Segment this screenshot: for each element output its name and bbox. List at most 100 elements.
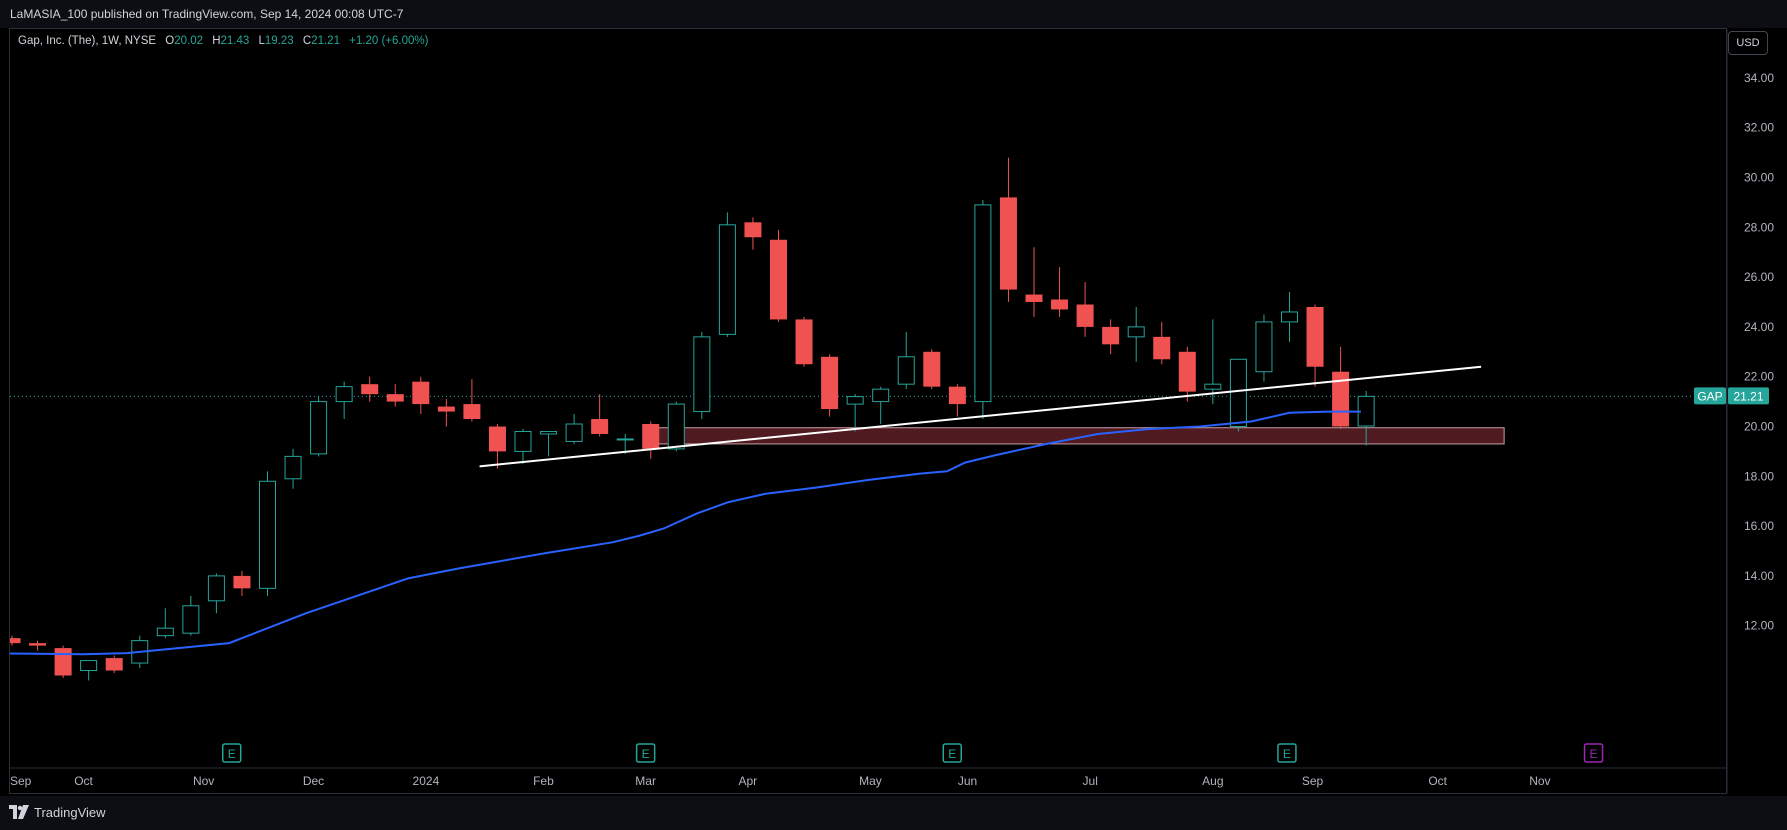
- candle-body: [1204, 383, 1222, 390]
- earnings-box: [221, 743, 242, 763]
- candle[interactable]: [259, 471, 276, 596]
- publisher-line: LaMASIA_100 published on TradingView.com…: [10, 7, 404, 21]
- candle[interactable]: [386, 384, 404, 407]
- candle[interactable]: [923, 349, 941, 390]
- candle[interactable]: [974, 199, 992, 420]
- price-axis[interactable]: 34.00 32.00 30.00 28.00 26.00 24.00 22.00 20.00…: [1694, 29, 1774, 793]
- candle-body: [233, 575, 251, 589]
- earnings-marker[interactable]: E: [1583, 743, 1604, 763]
- candle-body: [846, 396, 864, 405]
- candle[interactable]: [105, 655, 123, 674]
- candle[interactable]: [437, 399, 455, 427]
- candle-body: [10, 638, 21, 644]
- candle[interactable]: [361, 376, 379, 402]
- candle[interactable]: [1025, 247, 1043, 317]
- candle[interactable]: [897, 331, 915, 390]
- candle[interactable]: [1332, 346, 1350, 429]
- candle[interactable]: [1051, 267, 1069, 317]
- candle-body: [1076, 304, 1094, 327]
- time-tick-label: May: [859, 774, 882, 788]
- trendline[interactable]: [479, 365, 1482, 468]
- last-price-badge[interactable]: 21.21: [1728, 387, 1769, 405]
- earnings-marker[interactable]: E: [221, 743, 242, 763]
- candle[interactable]: [948, 384, 966, 417]
- candle-body: [437, 406, 455, 412]
- candle[interactable]: [999, 157, 1017, 302]
- candle[interactable]: [1127, 306, 1145, 362]
- earnings-marker[interactable]: E: [635, 743, 656, 763]
- candle[interactable]: [514, 428, 532, 464]
- candle[interactable]: [412, 376, 430, 415]
- candle[interactable]: [1204, 319, 1222, 405]
- candle[interactable]: [284, 448, 302, 489]
- candle[interactable]: [156, 608, 174, 639]
- candle[interactable]: [1076, 282, 1094, 337]
- currency-button[interactable]: USD: [1728, 31, 1768, 55]
- candle[interactable]: [4, 635, 21, 646]
- candle[interactable]: [1178, 346, 1196, 402]
- candle-body: [259, 480, 276, 589]
- candle[interactable]: [693, 331, 711, 420]
- candle[interactable]: [872, 386, 890, 425]
- symbol-badge-label: GAP: [1697, 389, 1722, 403]
- candle[interactable]: [642, 421, 660, 459]
- time-axis[interactable]: Sep Oct Nov Dec 2024 Feb Mar Apr May Jun Jul Aug Sep…: [10, 767, 1727, 788]
- symbol-price-badge[interactable]: GAP: [1694, 387, 1726, 405]
- candle[interactable]: [1281, 292, 1298, 342]
- candle[interactable]: [29, 640, 47, 651]
- time-tick-label: 2024: [413, 774, 440, 788]
- candle[interactable]: [233, 570, 251, 596]
- candle-body: [1229, 358, 1247, 427]
- candle-body: [207, 575, 225, 602]
- time-tick-label: Feb: [533, 774, 554, 788]
- symbol-legend[interactable]: Gap, Inc. (The), 1W, NYSE O20.02 H21.43 …: [18, 35, 428, 47]
- price-tick-label: 28.00: [1744, 220, 1774, 234]
- candle-body: [156, 627, 174, 637]
- candle-body: [948, 386, 966, 405]
- candle-body: [463, 404, 481, 420]
- earnings-marker[interactable]: E: [942, 743, 962, 763]
- moving-average-line[interactable]: [0, 410, 1361, 656]
- candle[interactable]: [207, 573, 225, 614]
- candle[interactable]: [744, 217, 762, 250]
- candle[interactable]: [540, 430, 558, 457]
- candle-body: [974, 204, 992, 403]
- candle[interactable]: [1255, 314, 1273, 382]
- candle[interactable]: [821, 354, 839, 417]
- candle[interactable]: [463, 379, 481, 422]
- candle[interactable]: [770, 229, 787, 322]
- candle[interactable]: [718, 212, 736, 337]
- candle[interactable]: [565, 414, 583, 444]
- candle[interactable]: [488, 424, 506, 469]
- candle[interactable]: [846, 394, 864, 432]
- low-value: 19.23: [264, 35, 294, 47]
- candle[interactable]: [667, 401, 685, 452]
- price-tick-label: 34.00: [1744, 71, 1774, 85]
- footer-bar: TradingView: [0, 796, 1787, 830]
- candle-body: [182, 605, 200, 634]
- price-tick-label: 20.00: [1744, 420, 1774, 434]
- time-tick-label: Oct: [1428, 774, 1447, 788]
- low-label: L: [258, 35, 265, 47]
- last-price-bg: [1728, 387, 1769, 405]
- earnings-label: E: [1283, 747, 1291, 761]
- candle[interactable]: [1153, 321, 1171, 365]
- candle-body: [897, 356, 915, 385]
- candle[interactable]: [182, 595, 200, 636]
- candle[interactable]: [335, 381, 353, 420]
- earnings-marker[interactable]: E: [1277, 743, 1297, 763]
- candle-body: [514, 430, 532, 452]
- symbol-title[interactable]: Gap, Inc. (The), 1W, NYSE: [18, 35, 157, 47]
- earnings-label: E: [642, 747, 650, 761]
- price-tick-label: 32.00: [1744, 121, 1774, 135]
- time-tick-label: Aug: [1202, 774, 1223, 788]
- candle[interactable]: [591, 394, 609, 437]
- candle[interactable]: [795, 316, 813, 367]
- candle[interactable]: [310, 396, 328, 457]
- candle[interactable]: [80, 660, 98, 681]
- candle[interactable]: [1229, 358, 1247, 432]
- candle[interactable]: [1306, 304, 1324, 387]
- candle[interactable]: [1102, 319, 1120, 355]
